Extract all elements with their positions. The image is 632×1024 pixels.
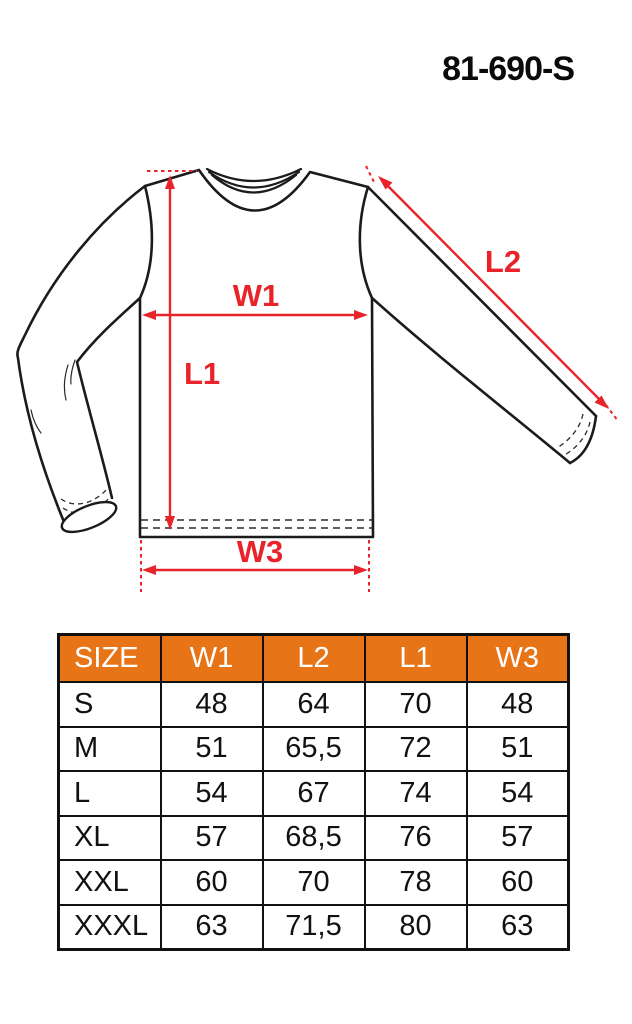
header-cell-l2: L2 — [261, 633, 366, 683]
left-cuff-stitching — [62, 495, 112, 514]
l1-cell: 76 — [363, 814, 468, 861]
header-cell-w3: W3 — [465, 633, 570, 683]
l2-cell: 70 — [261, 859, 366, 906]
w1-cell: 63 — [159, 903, 264, 951]
size-cell: S — [57, 681, 162, 728]
left-cuff-stitching — [60, 487, 109, 505]
size-table-header: SIZE W1 L2 L1 W3 — [57, 633, 570, 683]
product-code: 81-690-S — [442, 50, 575, 88]
table-row: S 48 64 70 48 — [57, 681, 570, 728]
dimension-w1: W1 — [142, 278, 368, 320]
sleeve-crease — [63, 364, 69, 401]
l2-cell: 65,5 — [261, 725, 366, 772]
w1-cell: 54 — [159, 770, 264, 817]
w3-cell: 57 — [465, 814, 570, 861]
l1-cell: 78 — [363, 859, 468, 906]
dimension-w3: W3 — [140, 534, 370, 592]
header-cell-w1: W1 — [159, 633, 264, 683]
l1-cell: 74 — [363, 770, 468, 817]
header-row: SIZE W1 L2 L1 W3 — [57, 633, 570, 683]
shirt-body — [138, 168, 375, 539]
header-cell-size: SIZE — [57, 633, 162, 683]
size-cell: XL — [57, 814, 162, 861]
left-cuff-opening — [60, 500, 118, 534]
w3-cell: 60 — [465, 859, 570, 906]
right-cuff-stitching — [556, 413, 584, 449]
size-table: SIZE W1 L2 L1 W3 S 48 64 70 48 M 51 65,5… — [57, 633, 570, 951]
w1-cell: 57 — [159, 814, 264, 861]
size-cell: XXL — [57, 859, 162, 906]
l1-cell: 72 — [363, 725, 468, 772]
l2-cell: 67 — [261, 770, 366, 817]
header-cell-l1: L1 — [363, 633, 468, 683]
w1-cell: 51 — [159, 725, 264, 772]
size-cell: M — [57, 725, 162, 772]
l2-cell: 71,5 — [261, 903, 366, 951]
w1-cell: 60 — [159, 859, 264, 906]
w3-cell: 54 — [465, 770, 570, 817]
table-row: L 54 67 74 54 — [57, 770, 570, 817]
collar — [205, 167, 303, 194]
w3-label: W3 — [237, 534, 284, 569]
table-row: XXL 60 70 78 60 — [57, 859, 570, 906]
table-row: XL 57 68,5 76 57 — [57, 814, 570, 861]
right-cuff-stitching — [562, 421, 591, 457]
table-row: M 51 65,5 72 51 — [57, 725, 570, 772]
w3-cell: 51 — [465, 725, 570, 772]
table-row: XXXL 63 71,5 80 63 — [57, 903, 570, 951]
size-table-body: S 48 64 70 48 M 51 65,5 72 51 L 54 67 74… — [57, 681, 570, 951]
l2-label: L2 — [485, 244, 521, 279]
l1-cell: 80 — [363, 903, 468, 951]
shirt-drawing — [16, 167, 598, 539]
l1-cell: 70 — [363, 681, 468, 728]
l2-cell: 64 — [261, 681, 366, 728]
w1-cell: 48 — [159, 681, 264, 728]
right-sleeve — [366, 185, 598, 465]
l1-label: L1 — [184, 356, 220, 391]
size-cell: XXXL — [57, 903, 162, 951]
dimension-l1: L1 — [147, 170, 220, 530]
w3-cell: 63 — [465, 903, 570, 951]
w1-label: W1 — [233, 278, 280, 313]
w3-cell: 48 — [465, 681, 570, 728]
left-sleeve — [16, 184, 147, 534]
shirt-dimension-diagram: W1 L1 L2 W3 — [16, 165, 619, 592]
l2-cell: 68,5 — [261, 814, 366, 861]
sleeve-crease — [30, 409, 42, 434]
size-cell: L — [57, 770, 162, 817]
dimension-l2: L2 — [365, 165, 619, 422]
sleeve-crease — [70, 359, 76, 385]
